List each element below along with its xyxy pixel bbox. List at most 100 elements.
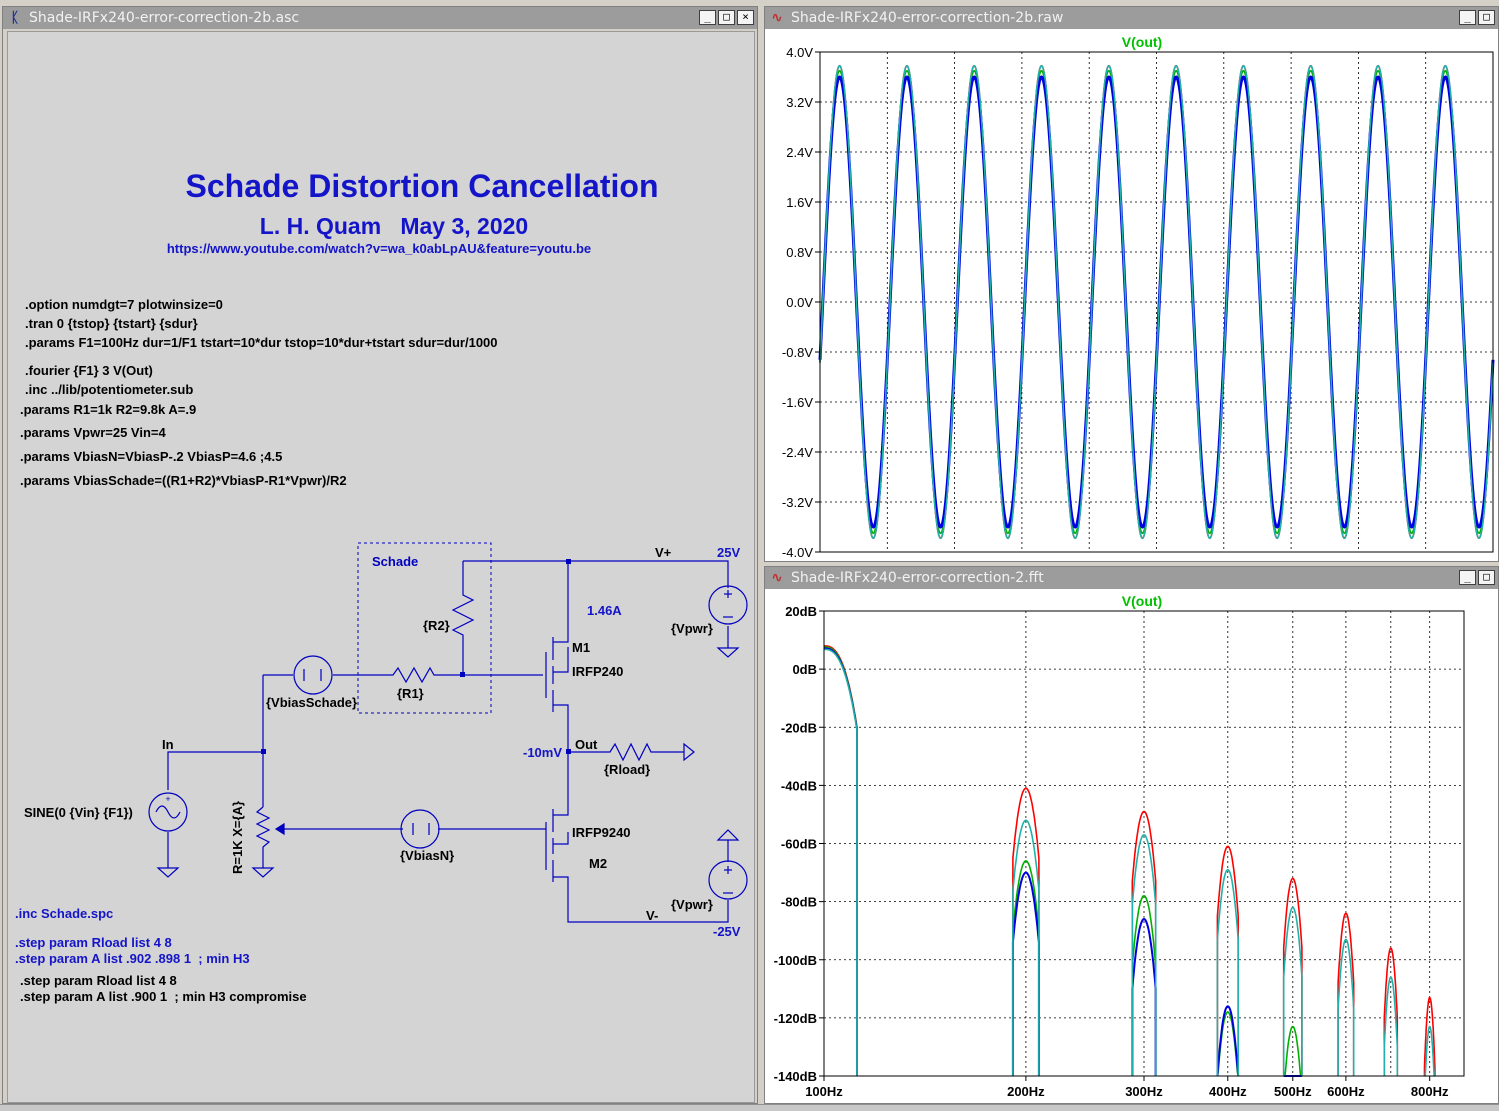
directive-params-vbiasn[interactable]: .params VbiasN=VbiasP-.2 VbiasP=4.6 ;4.5	[20, 449, 282, 464]
vpwr-bottom-label[interactable]: {Vpwr}	[671, 897, 713, 912]
fft-harmonic-line	[1423, 996, 1436, 1076]
close-button[interactable]: ×	[737, 10, 754, 25]
fft-chart[interactable]: V(out) 20dB 0dB -20dB -40dB -60dB -80dB -100dB…	[765, 589, 1498, 1103]
fft-harmonic-line	[1131, 833, 1157, 1076]
m2-model[interactable]: IRFP9240	[572, 825, 631, 840]
vbias-schade-label[interactable]: {VbiasSchade}	[266, 695, 357, 710]
fft-harmonic-line	[1012, 819, 1040, 1076]
directive-params-r[interactable]: .params R1=1k R2=9.8k A=.9	[20, 402, 196, 417]
schematic-titlebar[interactable]: ᛕ Shade-IRFx240-error-correction-2b.asc …	[3, 7, 757, 29]
waveform-y-axis: 4.0V 3.2V 2.4V 1.6V 0.8V 0.0V -0.8V -1.6V -2.4V -…	[782, 45, 820, 560]
fft-fundamental-line	[824, 648, 858, 1076]
fft-harmonic-line	[1282, 906, 1303, 1076]
rload-label[interactable]: {Rload}	[604, 762, 650, 777]
waveform-titlebar[interactable]: ∿ Shade-IRFx240-error-correction-2b.raw …	[765, 7, 1498, 29]
m1-label[interactable]: M1	[572, 640, 590, 655]
fft-window: ∿ Shade-IRFx240-error-correction-2.fft _…	[764, 566, 1499, 1104]
net-label-vminus[interactable]: V-	[646, 908, 658, 923]
waveform-y-tick-label: 3.2V	[786, 95, 813, 110]
waveform-y-tick-label: -0.8V	[782, 345, 813, 360]
fft-x-tick-label: 100Hz	[805, 1084, 843, 1099]
junctions	[261, 559, 571, 754]
directive-params-vbiasschade[interactable]: .params VbiasSchade=((R1+R2)*VbiasP-R1*V…	[20, 473, 347, 488]
vbiasn-source[interactable]	[400, 809, 440, 849]
net-label-vplus[interactable]: V+	[655, 545, 672, 560]
r2-label[interactable]: {R2}	[423, 618, 450, 633]
r1-label[interactable]: {R1}	[397, 686, 424, 701]
directive-step-rload[interactable]: .step param Rload list 4 8	[15, 935, 172, 950]
waveform-y-tick-label: 0.0V	[786, 295, 813, 310]
schade-block-outline[interactable]	[357, 542, 492, 714]
waveform-minimize-button[interactable]: _	[1459, 10, 1476, 25]
waveform-grid	[820, 52, 1493, 552]
fft-fundamental-line	[824, 645, 858, 1076]
fft-y-tick-label: -120dB	[774, 1011, 817, 1026]
waveform-y-tick-label: -3.2V	[782, 495, 813, 510]
waveform-plot-frame	[819, 51, 1494, 553]
fft-y-tick-label: -140dB	[774, 1069, 817, 1084]
node-voltage-vplus: 25V	[717, 545, 740, 560]
waveform-window: ∿ Shade-IRFx240-error-correction-2b.raw …	[764, 6, 1499, 562]
comment-step-rload[interactable]: .step param Rload list 4 8	[20, 973, 177, 988]
waveform-y-tick-label: 1.6V	[786, 195, 813, 210]
schematic-drawing[interactable]: Schade Distortion Cancellation L. H. Qua…	[8, 32, 756, 1104]
directive-option[interactable]: .option numdgt=7 plotwinsize=0	[25, 297, 223, 312]
fft-plot-pane[interactable]: V(out) 20dB 0dB -20dB -40dB -60dB -80dB -100dB…	[765, 589, 1498, 1103]
author-line: L. H. Quam May 3, 2020	[260, 213, 528, 239]
fft-harmonic-line	[1131, 918, 1157, 1076]
directive-inc-schade[interactable]: .inc Schade.spc	[15, 906, 113, 921]
directive-tran[interactable]: .tran 0 {tstop} {tstart} {sdur}	[25, 316, 198, 331]
fft-titlebar[interactable]: ∿ Shade-IRFx240-error-correction-2.fft _…	[765, 567, 1498, 589]
maximize-button[interactable]: □	[718, 10, 735, 25]
fft-harmonic-line	[1131, 810, 1157, 1076]
pot-label[interactable]: R=1K X={A}	[230, 801, 245, 874]
waveform-plot-pane[interactable]: V(out) 4.0V 3.2V 2.4V 1.6V 0.8V 0.0V -0.8V -1.6…	[765, 29, 1498, 561]
svg-text:+: +	[165, 794, 170, 804]
directive-step-a[interactable]: .step param A list .902 .898 1 ; min H3	[15, 951, 250, 966]
fft-harmonic-line	[1216, 845, 1239, 1076]
directive-fourier[interactable]: .fourier {F1} 3 V(Out)	[25, 363, 153, 378]
net-label-out[interactable]: Out	[575, 737, 598, 752]
fft-harmonic-line	[1216, 868, 1239, 1076]
waveform-trace-label[interactable]: V(out)	[1122, 34, 1162, 50]
minimize-button[interactable]: _	[699, 10, 716, 25]
m1-model[interactable]: IRFP240	[572, 664, 623, 679]
fft-maximize-button[interactable]: □	[1478, 570, 1495, 585]
vpwr-bottom-source[interactable]	[708, 860, 748, 900]
drain-current: 1.46A	[587, 603, 622, 618]
fft-minimize-button[interactable]: _	[1459, 570, 1476, 585]
fft-y-tick-label: -20dB	[781, 720, 817, 735]
waveform-maximize-button[interactable]: □	[1478, 10, 1495, 25]
directive-params-vpwr[interactable]: .params Vpwr=25 Vin=4	[20, 425, 166, 440]
sine-label[interactable]: SINE(0 {Vin} {F1})	[24, 805, 133, 820]
node-voltage-vminus: -25V	[713, 924, 741, 939]
fft-harmonic-line	[1383, 947, 1399, 1076]
fft-trace-label[interactable]: V(out)	[1122, 593, 1162, 609]
video-link[interactable]: https://www.youtube.com/watch?v=wa_k0abL…	[167, 241, 591, 256]
waveform-y-tick-label: -4.0V	[782, 545, 813, 560]
node-voltage-out: -10mV	[523, 745, 562, 760]
schematic-title: Schade Distortion Cancellation	[186, 168, 659, 204]
directive-inc-pot[interactable]: .inc ../lib/potentiometer.sub	[25, 382, 193, 397]
vpwr-top-source[interactable]	[708, 585, 748, 625]
fft-x-tick-label: 200Hz	[1007, 1084, 1045, 1099]
vbiasn-label[interactable]: {VbiasN}	[400, 848, 454, 863]
vpwr-top-label[interactable]: {Vpwr}	[671, 621, 713, 636]
schematic-window: ᛕ Shade-IRFx240-error-correction-2b.asc …	[2, 6, 758, 1104]
net-label-in[interactable]: In	[162, 737, 174, 752]
wires	[167, 560, 729, 923]
fft-y-tick-label: -80dB	[781, 895, 817, 910]
fft-harmonic-line	[1012, 860, 1040, 1076]
fft-fundamental-line	[824, 647, 858, 1076]
directive-params-f1[interactable]: .params F1=100Hz dur=1/F1 tstart=10*dur …	[25, 335, 498, 350]
status-bar	[0, 1104, 1499, 1111]
waveform-chart[interactable]: V(out) 4.0V 3.2V 2.4V 1.6V 0.8V 0.0V -0.8V -1.6…	[765, 29, 1498, 561]
fft-harmonic-line	[1012, 787, 1040, 1076]
comment-step-a[interactable]: .step param A list .900 1 ; min H3 compr…	[20, 989, 307, 1004]
fft-harmonic-line	[1424, 1025, 1435, 1077]
vbias-schade-source[interactable]	[293, 655, 333, 695]
m2-label[interactable]: M2	[589, 856, 607, 871]
fft-icon: ∿	[771, 570, 783, 586]
schematic-canvas[interactable]: Schade Distortion Cancellation L. H. Qua…	[7, 31, 755, 1103]
sine-source[interactable]: +	[148, 792, 188, 832]
